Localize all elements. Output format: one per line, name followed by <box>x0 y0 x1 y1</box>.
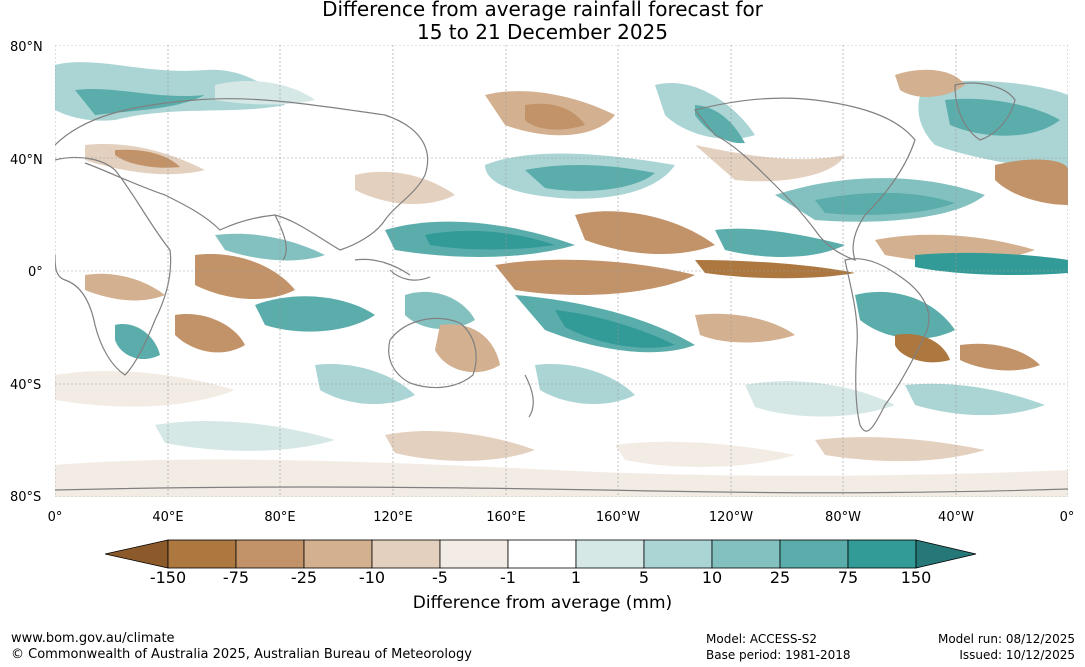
legend-tick-4: -5 <box>432 568 448 587</box>
legend-cell-1 <box>167 539 237 569</box>
legend-title: Difference from average (mm) <box>412 593 673 613</box>
lon-label-160w: 160°W <box>595 510 641 525</box>
lat-label-80n: 80°N <box>10 40 43 55</box>
chart-title-line-1: Difference from average rainfall forecas… <box>322 0 763 21</box>
footer-model-run: Model run: 08/12/2025 <box>937 632 1075 646</box>
lat-label-40s: 40°S <box>10 378 42 393</box>
legend-tick-11: 150 <box>900 568 932 587</box>
legend-tick-7: 5 <box>638 568 650 587</box>
footer-copyright: © Commonwealth of Australia 2025, Austra… <box>11 647 472 662</box>
footer-base-period: Base period: 1981-2018 <box>706 648 851 662</box>
lon-label-40e: 40°E <box>152 510 184 525</box>
legend-tick-3: -10 <box>358 568 386 587</box>
legend-cell-10 <box>779 539 849 569</box>
legend-cell-5 <box>439 539 509 569</box>
legend-cell-9 <box>711 539 781 569</box>
legend-cell-11 <box>847 539 917 569</box>
lon-label-0-east: 0° <box>1059 510 1075 525</box>
lat-label-equator: 0° <box>28 265 43 280</box>
rainfall-anomaly-map <box>55 45 1068 497</box>
lon-label-0: 0° <box>47 510 63 525</box>
legend-cell-0 <box>105 539 169 569</box>
legend-cell-8 <box>643 539 713 569</box>
lat-label-80s: 80°S <box>10 490 42 505</box>
legend-cell-4 <box>371 539 441 569</box>
legend-tick-2: -25 <box>290 568 318 587</box>
legend-tick-5: -1 <box>500 568 516 587</box>
lon-label-120e: 120°E <box>373 510 413 525</box>
legend-cell-3 <box>303 539 373 569</box>
anomaly-fields <box>55 62 1068 497</box>
footer-model: Model: ACCESS-S2 <box>706 632 818 646</box>
legend-tick-1: -75 <box>222 568 250 587</box>
legend-cell-2 <box>235 539 305 569</box>
legend-tick-6: 1 <box>570 568 582 587</box>
graticule <box>55 45 1068 497</box>
legend-cell-12 <box>915 539 977 569</box>
lon-label-40w: 40°W <box>938 510 974 525</box>
legend-tick-0: -150 <box>149 568 187 587</box>
legend-tick-10: 75 <box>837 568 859 587</box>
legend-tick-8: 10 <box>701 568 723 587</box>
legend-tick-9: 25 <box>769 568 791 587</box>
chart-title-line-2: 15 to 21 December 2025 <box>416 20 668 44</box>
lon-label-80e: 80°E <box>264 510 296 525</box>
footer-issued: Issued: 10/12/2025 <box>959 648 1075 662</box>
legend-colorbar <box>105 539 977 569</box>
coastlines <box>55 82 1068 494</box>
lon-label-80w: 80°W <box>825 510 861 525</box>
legend-cell-7 <box>575 539 645 569</box>
footer-website[interactable]: www.bom.gov.au/climate <box>11 631 175 646</box>
lat-label-40n: 40°N <box>10 153 43 168</box>
lon-label-160e: 160°E <box>486 510 526 525</box>
lon-label-120w: 120°W <box>708 510 754 525</box>
legend-cell-6 <box>507 539 577 569</box>
